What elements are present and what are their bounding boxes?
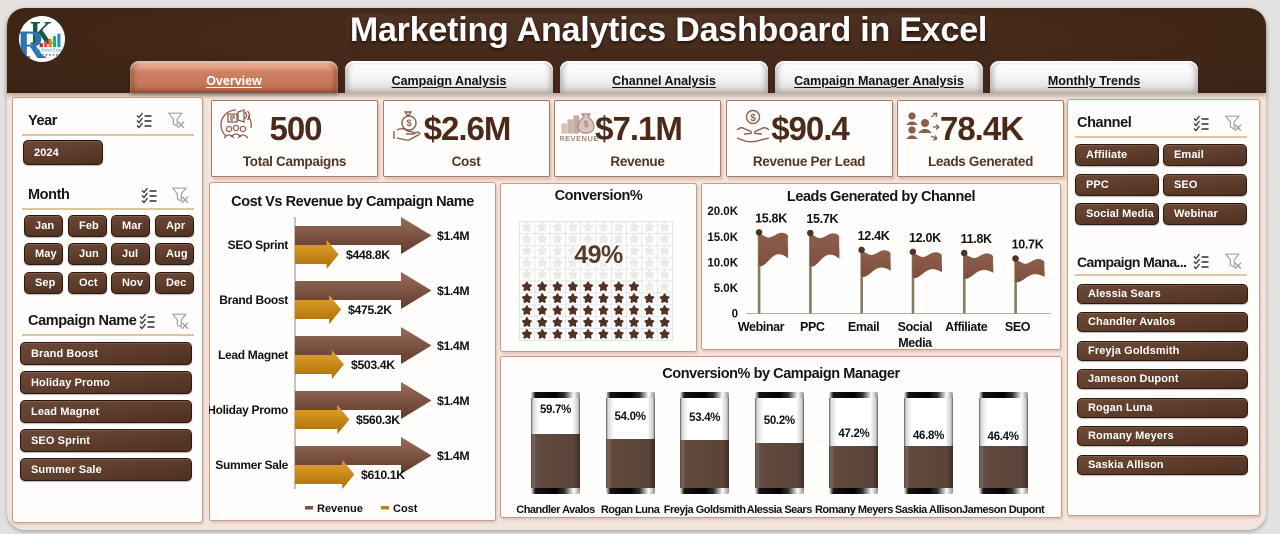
svg-text:$1.4M: $1.4M (437, 449, 469, 463)
svg-text:Summer Sale: Summer Sale (215, 458, 288, 472)
svg-text:An Excel Expert: An Excel Expert (34, 48, 65, 53)
svg-text:$1.4M: $1.4M (437, 339, 469, 353)
svg-text:Webinar: Webinar (738, 320, 785, 334)
svg-text:15.0K: 15.0K (707, 232, 738, 244)
svg-text:$448.8K: $448.8K (346, 248, 390, 262)
svg-text:12.0K: 12.0K (909, 231, 941, 245)
svg-text:12.4K: 12.4K (858, 229, 890, 243)
svg-text:Media: Media (898, 336, 933, 350)
svg-text:Holiday Promo: Holiday Promo (209, 403, 288, 417)
svg-text:10.7K: 10.7K (1012, 238, 1044, 252)
svg-text:$1.4M: $1.4M (437, 394, 469, 408)
svg-text:Lead Magnet: Lead Magnet (218, 348, 288, 362)
svg-text:Revenue: Revenue (317, 503, 363, 515)
svg-text:$1.4M: $1.4M (437, 229, 469, 243)
svg-text:■ ■ ■ ■ ■: ■ ■ ■ ■ ■ (42, 52, 59, 57)
svg-text:Social: Social (898, 320, 932, 334)
svg-text:$503.4K: $503.4K (351, 358, 395, 372)
svg-text:0: 0 (732, 309, 738, 321)
svg-text:REVENUE: REVENUE (560, 134, 599, 143)
svg-text:$: $ (750, 113, 756, 124)
svg-text:15.8K: 15.8K (755, 211, 787, 225)
svg-text:10.0K: 10.0K (707, 258, 738, 270)
svg-text:Brand Boost: Brand Boost (219, 293, 288, 307)
svg-text:15.7K: 15.7K (806, 212, 838, 226)
svg-text:$: $ (406, 118, 411, 128)
svg-text:SEO: SEO (1005, 320, 1031, 334)
svg-text:SEO Sprint: SEO Sprint (228, 238, 289, 252)
svg-text:20.0K: 20.0K (707, 206, 738, 218)
svg-text:Cost: Cost (393, 503, 418, 515)
svg-text:$610.1K: $610.1K (361, 468, 405, 482)
svg-text:Affiliate: Affiliate (945, 320, 988, 334)
svg-text:$475.2K: $475.2K (348, 303, 392, 317)
svg-text:PPC: PPC (800, 320, 825, 334)
svg-text:$1.4M: $1.4M (437, 284, 469, 298)
svg-text:$: $ (583, 119, 588, 129)
svg-text:5.0K: 5.0K (714, 283, 739, 295)
svg-text:$560.3K: $560.3K (356, 413, 400, 427)
svg-text:Email: Email (848, 320, 879, 334)
svg-text:11.8K: 11.8K (961, 232, 992, 246)
